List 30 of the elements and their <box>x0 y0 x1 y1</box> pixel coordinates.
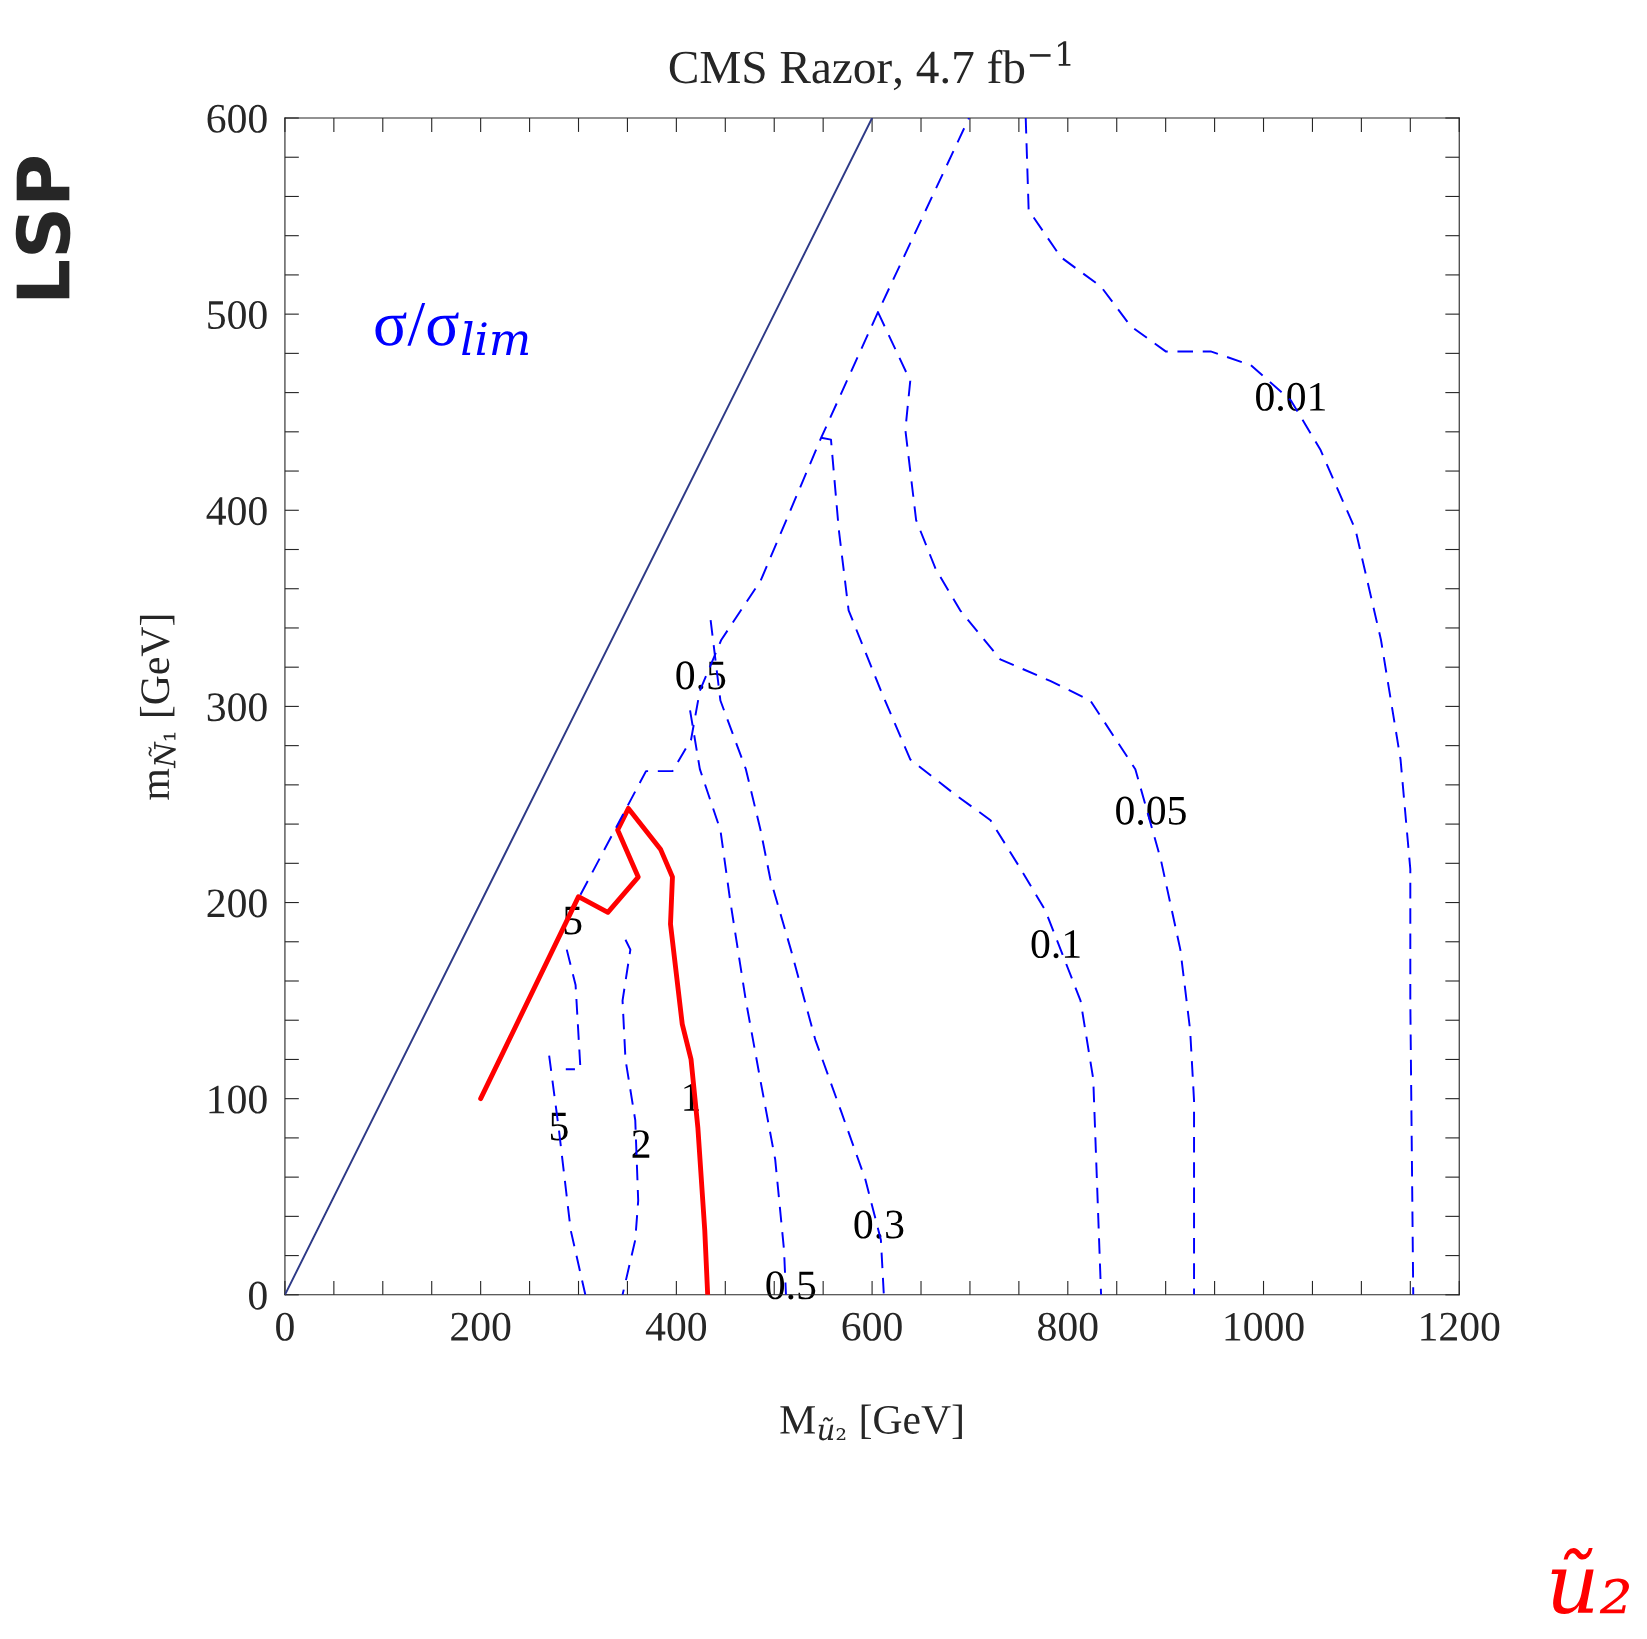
x-axis-title: M$_{ũ₂}$ [GeV] <box>780 1404 962 1441</box>
line-series <box>478 805 711 1295</box>
y-tick-label: 600 <box>207 104 267 133</box>
x-tick-label: 800 <box>1038 1312 1098 1341</box>
y-tick-label: 0 <box>249 1281 267 1310</box>
y-tick-label: 500 <box>208 300 267 330</box>
annotation: 0.01 <box>1256 382 1325 412</box>
x-tick-label: 1000 <box>1225 1312 1304 1341</box>
text: ũ₂ <box>1551 1548 1629 1615</box>
x-tick-label: 0 <box>276 1312 294 1341</box>
annotation: σ/σ$_{lim}$ <box>375 303 529 356</box>
annotation: 5 <box>550 1112 568 1141</box>
y-axis-title: m$_{Ñ₁}$ [GeV] <box>139 615 176 800</box>
x-tick-label: 400 <box>645 1312 707 1341</box>
line-series <box>548 1054 587 1295</box>
annotation: 0.3 <box>854 1210 904 1239</box>
y-tick-label: 200 <box>207 889 267 918</box>
x-tick-label: 200 <box>451 1312 511 1341</box>
y-tick-label: 100 <box>209 1085 267 1114</box>
y-tick-label: 400 <box>206 497 267 526</box>
line-series <box>1024 118 1415 1295</box>
text: LSP <box>15 156 71 299</box>
chart-title: CMS Razor, 4.7 fb$^{−1}$ <box>669 41 1071 91</box>
y-tick-label: 300 <box>207 693 267 722</box>
annotation: 0.05 <box>1116 796 1186 825</box>
annotation: 2 <box>632 1130 650 1158</box>
x-tick-label: 600 <box>842 1312 902 1341</box>
x-tick-label: 1200 <box>1421 1312 1500 1341</box>
annotation: 0.5 <box>766 1271 816 1300</box>
annotation: 0.1 <box>1031 929 1080 959</box>
